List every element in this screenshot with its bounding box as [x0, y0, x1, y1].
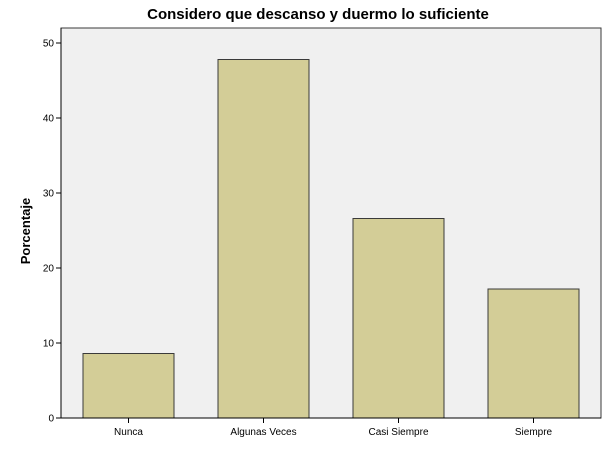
x-tick-label: Algunas Veces: [230, 427, 296, 438]
y-tick-label: 40: [43, 114, 55, 125]
y-tick-label: 30: [43, 189, 55, 200]
y-tick-label: 20: [43, 264, 55, 275]
chart-title: Considero que descanso y duermo lo sufic…: [147, 6, 489, 23]
x-axis: Nunca Algunas Veces Casi Siempre Siempre: [61, 417, 601, 438]
bar-algunas-veces: [217, 59, 310, 419]
bar-nunca: [82, 353, 175, 419]
x-tick-label: Siempre: [515, 427, 553, 438]
y-tick-label: 0: [48, 414, 54, 425]
y-tick-label: 50: [43, 39, 55, 50]
bar-casi-siempre: [352, 218, 445, 419]
x-tick-label: Nunca: [114, 427, 143, 438]
y-tick-label: 10: [43, 339, 55, 350]
y-axis: 0 10 20 30 40 50: [43, 28, 62, 425]
x-tick-label: Casi Siempre: [368, 427, 428, 438]
bar-siempre: [487, 288, 580, 419]
y-axis-label: Porcentaje: [18, 198, 33, 264]
bars-group: [82, 59, 580, 419]
